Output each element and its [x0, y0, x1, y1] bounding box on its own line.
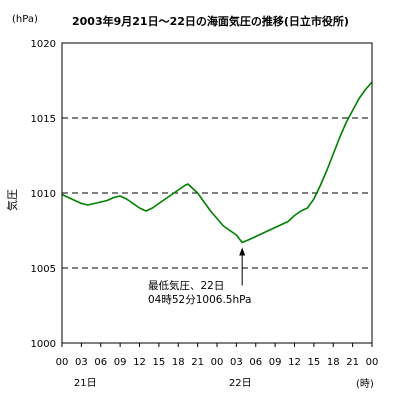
- x-tick-label: 03: [230, 357, 243, 368]
- y-axis-label: 気圧: [5, 189, 19, 211]
- annotation-line-2: 04時52分1006.5hPa: [148, 294, 251, 306]
- x-tick-label: 00: [366, 357, 379, 368]
- x-tick-label: 18: [327, 357, 340, 368]
- x-tick-label: 06: [94, 357, 107, 368]
- annotation-line-1: 最低気圧、22日: [148, 279, 224, 292]
- x-tick-label: 03: [75, 357, 88, 368]
- x-tick-label: 21: [191, 357, 204, 368]
- y-tick-label: 1000: [31, 339, 56, 350]
- x-unit-label: (時): [356, 378, 374, 390]
- series-line: [61, 81, 373, 244]
- x-tick-label: 00: [56, 357, 69, 368]
- x-tick-label: 09: [114, 357, 127, 368]
- y-tick-label: 1005: [31, 264, 56, 275]
- chart-title: 2003年9月21日～22日の海面気圧の推移(日立市役所): [72, 14, 349, 28]
- x-tick-label: 15: [308, 357, 321, 368]
- x-tick-label: 09: [269, 357, 282, 368]
- x-tick-label: 15: [153, 357, 166, 368]
- y-unit-label: (hPa): [12, 14, 38, 25]
- x-tick-label: 18: [172, 357, 185, 368]
- day-label: 21日: [74, 378, 97, 389]
- x-tick-label: 00: [211, 357, 224, 368]
- day-label: 22日: [229, 378, 252, 389]
- y-tick-label: 1020: [31, 39, 56, 50]
- y-tick-label: 1015: [31, 114, 56, 125]
- annotation-arrow-head: [239, 247, 246, 256]
- x-tick-label: 21: [346, 357, 359, 368]
- plot-group: [61, 42, 373, 347]
- x-tick-label: 12: [133, 357, 146, 368]
- x-tick-label: 06: [249, 357, 262, 368]
- x-tick-label: 12: [288, 357, 301, 368]
- y-tick-label: 1010: [31, 189, 56, 200]
